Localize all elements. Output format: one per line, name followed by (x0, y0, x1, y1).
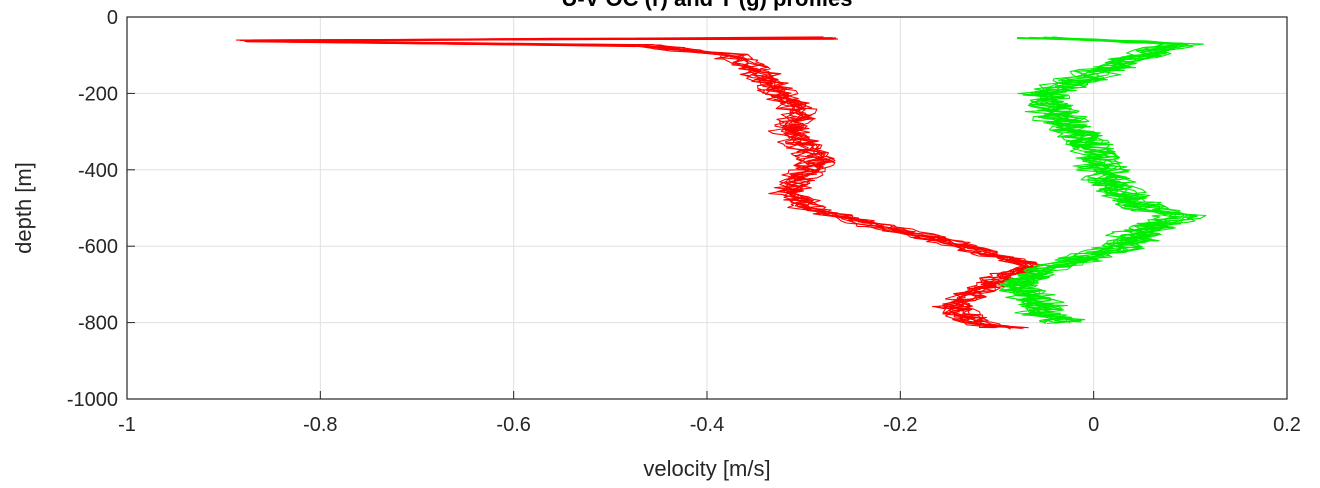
x-tick-label: 0 (1088, 414, 1099, 436)
x-tick-label: -0.2 (883, 414, 917, 436)
y-tick-label: -800 (78, 313, 118, 335)
red-profile-line (257, 37, 1035, 328)
tick-group: -1 -0.8 -0.6 -0.4 -0.2 0 0.2 0 -200 -400 -600 -800 -… (67, 7, 1301, 436)
red-profile-line (239, 36, 1030, 328)
x-tick-label: 0.2 (1273, 414, 1301, 436)
green-profile-line (999, 37, 1198, 324)
x-tick-label: -0.6 (496, 414, 530, 436)
y-tick-label: 0 (107, 7, 118, 29)
x-tick-label: -0.4 (690, 414, 724, 436)
x-tick-label: -1 (118, 414, 136, 436)
x-tick-label: -0.8 (303, 414, 337, 436)
y-tick-label: -1000 (67, 389, 118, 411)
series-group (235, 36, 1207, 330)
green-profile-line (1006, 36, 1199, 324)
chart-title: U-V OC (r) and T (g) profiles (562, 0, 853, 11)
y-tick-label: -600 (78, 236, 118, 258)
y-tick-label: -200 (78, 83, 118, 105)
x-axis-label: velocity [m/s] (643, 456, 770, 481)
y-axis-label: depth [m] (11, 162, 36, 254)
y-tick-label: -400 (78, 160, 118, 182)
green-profile-line (1004, 36, 1182, 323)
